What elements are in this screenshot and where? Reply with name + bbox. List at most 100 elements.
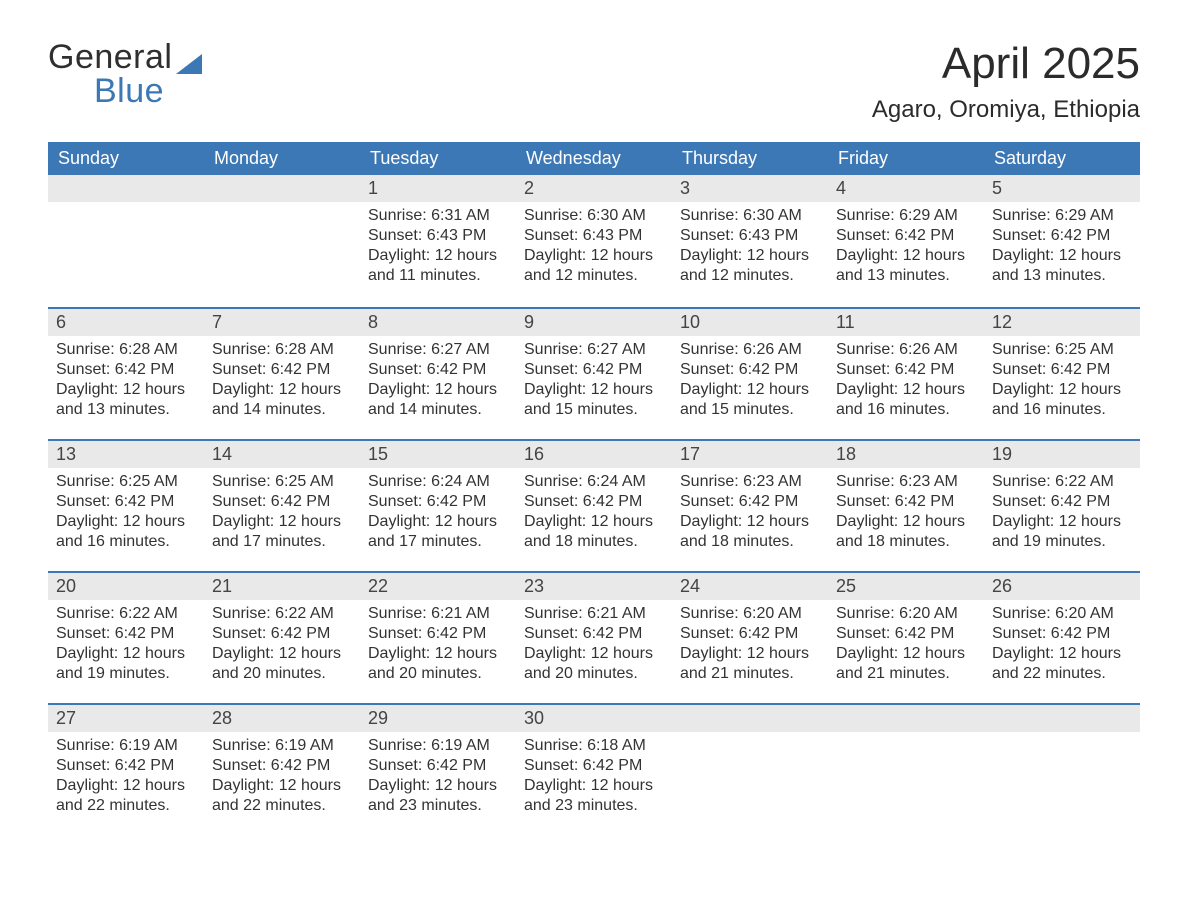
day-cell: 23Sunrise: 6:21 AMSunset: 6:42 PMDayligh… <box>516 573 672 703</box>
daylight-line-2: and 13 minutes. <box>992 266 1132 286</box>
daylight-line-2: and 22 minutes. <box>212 796 352 816</box>
day-cell: 24Sunrise: 6:20 AMSunset: 6:42 PMDayligh… <box>672 573 828 703</box>
week-row: 27Sunrise: 6:19 AMSunset: 6:42 PMDayligh… <box>48 703 1140 835</box>
day-number: 21 <box>204 573 360 600</box>
sunrise-line: Sunrise: 6:22 AM <box>212 604 352 624</box>
sunrise-line: Sunrise: 6:25 AM <box>992 340 1132 360</box>
day-cell: 22Sunrise: 6:21 AMSunset: 6:42 PMDayligh… <box>360 573 516 703</box>
daylight-line-1: Daylight: 12 hours <box>368 246 508 266</box>
sunset-line: Sunset: 6:42 PM <box>56 624 196 644</box>
sunset-line: Sunset: 6:42 PM <box>368 492 508 512</box>
day-number: 26 <box>984 573 1140 600</box>
weekday-header-row: Sunday Monday Tuesday Wednesday Thursday… <box>48 142 1140 175</box>
sunset-line: Sunset: 6:42 PM <box>524 360 664 380</box>
logo-word-1: General <box>48 40 172 74</box>
day-cell <box>204 175 360 307</box>
sunset-line: Sunset: 6:42 PM <box>368 756 508 776</box>
day-cell: 21Sunrise: 6:22 AMSunset: 6:42 PMDayligh… <box>204 573 360 703</box>
daylight-line-1: Daylight: 12 hours <box>524 776 664 796</box>
day-number: 7 <box>204 309 360 336</box>
daylight-line-2: and 22 minutes. <box>56 796 196 816</box>
sunset-line: Sunset: 6:42 PM <box>56 492 196 512</box>
daylight-line-1: Daylight: 12 hours <box>524 380 664 400</box>
week-row: 20Sunrise: 6:22 AMSunset: 6:42 PMDayligh… <box>48 571 1140 703</box>
calendar-page: General Blue April 2025 Agaro, Oromiya, … <box>0 0 1188 918</box>
daylight-line-1: Daylight: 12 hours <box>836 512 976 532</box>
day-number: 11 <box>828 309 984 336</box>
sunrise-line: Sunrise: 6:29 AM <box>836 206 976 226</box>
day-cell: 27Sunrise: 6:19 AMSunset: 6:42 PMDayligh… <box>48 705 204 835</box>
sunset-line: Sunset: 6:42 PM <box>368 624 508 644</box>
daylight-line-2: and 20 minutes. <box>368 664 508 684</box>
sunset-line: Sunset: 6:42 PM <box>680 360 820 380</box>
day-number: 12 <box>984 309 1140 336</box>
flag-icon <box>176 52 202 74</box>
daylight-line-1: Daylight: 12 hours <box>992 380 1132 400</box>
daylight-line-2: and 22 minutes. <box>992 664 1132 684</box>
day-cell <box>984 705 1140 835</box>
day-cell: 30Sunrise: 6:18 AMSunset: 6:42 PMDayligh… <box>516 705 672 835</box>
weekday-header: Wednesday <box>516 142 672 175</box>
daylight-line-2: and 20 minutes. <box>212 664 352 684</box>
day-number: 15 <box>360 441 516 468</box>
day-cell: 9 Sunrise: 6:27 AMSunset: 6:42 PMDaylight… <box>516 309 672 439</box>
sunset-line: Sunset: 6:42 PM <box>992 492 1132 512</box>
day-cell: 20Sunrise: 6:22 AMSunset: 6:42 PMDayligh… <box>48 573 204 703</box>
daylight-line-1: Daylight: 12 hours <box>212 512 352 532</box>
day-cell: 16Sunrise: 6:24 AMSunset: 6:42 PMDayligh… <box>516 441 672 571</box>
sunrise-line: Sunrise: 6:30 AM <box>680 206 820 226</box>
daylight-line-2: and 23 minutes. <box>524 796 664 816</box>
month-title: April 2025 <box>872 40 1140 88</box>
day-cell <box>828 705 984 835</box>
day-number: 5 <box>984 175 1140 202</box>
day-cell: 3Sunrise: 6:30 AMSunset: 6:43 PMDaylight… <box>672 175 828 307</box>
sunrise-line: Sunrise: 6:27 AM <box>368 340 508 360</box>
sunrise-line: Sunrise: 6:27 AM <box>524 340 664 360</box>
sunset-line: Sunset: 6:43 PM <box>524 226 664 246</box>
location-subtitle: Agaro, Oromiya, Ethiopia <box>872 96 1140 124</box>
day-cell: 4Sunrise: 6:29 AMSunset: 6:42 PMDaylight… <box>828 175 984 307</box>
sunset-line: Sunset: 6:42 PM <box>680 492 820 512</box>
day-number: 29 <box>360 705 516 732</box>
sunrise-line: Sunrise: 6:31 AM <box>368 206 508 226</box>
daylight-line-2: and 15 minutes. <box>680 400 820 420</box>
sunrise-line: Sunrise: 6:25 AM <box>56 472 196 492</box>
daylight-line-1: Daylight: 12 hours <box>836 380 976 400</box>
day-cell: 2Sunrise: 6:30 AMSunset: 6:43 PMDaylight… <box>516 175 672 307</box>
daylight-line-1: Daylight: 12 hours <box>368 380 508 400</box>
daylight-line-1: Daylight: 12 hours <box>524 246 664 266</box>
sunset-line: Sunset: 6:42 PM <box>992 226 1132 246</box>
sunrise-line: Sunrise: 6:26 AM <box>680 340 820 360</box>
day-number: 9 <box>516 309 672 336</box>
logo-word-2: Blue <box>48 74 164 108</box>
topbar: General Blue April 2025 Agaro, Oromiya, … <box>48 40 1140 124</box>
day-number: 22 <box>360 573 516 600</box>
week-row: 6Sunrise: 6:28 AMSunset: 6:42 PMDaylight… <box>48 307 1140 439</box>
day-cell: 25Sunrise: 6:20 AMSunset: 6:42 PMDayligh… <box>828 573 984 703</box>
day-number: 6 <box>48 309 204 336</box>
daylight-line-2: and 23 minutes. <box>368 796 508 816</box>
sunrise-line: Sunrise: 6:21 AM <box>524 604 664 624</box>
daylight-line-1: Daylight: 12 hours <box>992 246 1132 266</box>
day-number: 25 <box>828 573 984 600</box>
daylight-line-1: Daylight: 12 hours <box>56 380 196 400</box>
daylight-line-1: Daylight: 12 hours <box>56 644 196 664</box>
sunset-line: Sunset: 6:42 PM <box>680 624 820 644</box>
daylight-line-1: Daylight: 12 hours <box>992 644 1132 664</box>
sunrise-line: Sunrise: 6:29 AM <box>992 206 1132 226</box>
daylight-line-2: and 17 minutes. <box>212 532 352 552</box>
sunset-line: Sunset: 6:42 PM <box>836 492 976 512</box>
day-cell: 29Sunrise: 6:19 AMSunset: 6:42 PMDayligh… <box>360 705 516 835</box>
daylight-line-1: Daylight: 12 hours <box>836 246 976 266</box>
day-cell: 13Sunrise: 6:25 AMSunset: 6:42 PMDayligh… <box>48 441 204 571</box>
day-number: 17 <box>672 441 828 468</box>
sunset-line: Sunset: 6:42 PM <box>212 624 352 644</box>
day-cell: 26Sunrise: 6:20 AMSunset: 6:42 PMDayligh… <box>984 573 1140 703</box>
day-number <box>204 175 360 202</box>
day-number: 18 <box>828 441 984 468</box>
daylight-line-2: and 20 minutes. <box>524 664 664 684</box>
daylight-line-2: and 13 minutes. <box>56 400 196 420</box>
day-cell: 11Sunrise: 6:26 AMSunset: 6:42 PMDayligh… <box>828 309 984 439</box>
sunset-line: Sunset: 6:42 PM <box>368 360 508 380</box>
daylight-line-2: and 21 minutes. <box>680 664 820 684</box>
